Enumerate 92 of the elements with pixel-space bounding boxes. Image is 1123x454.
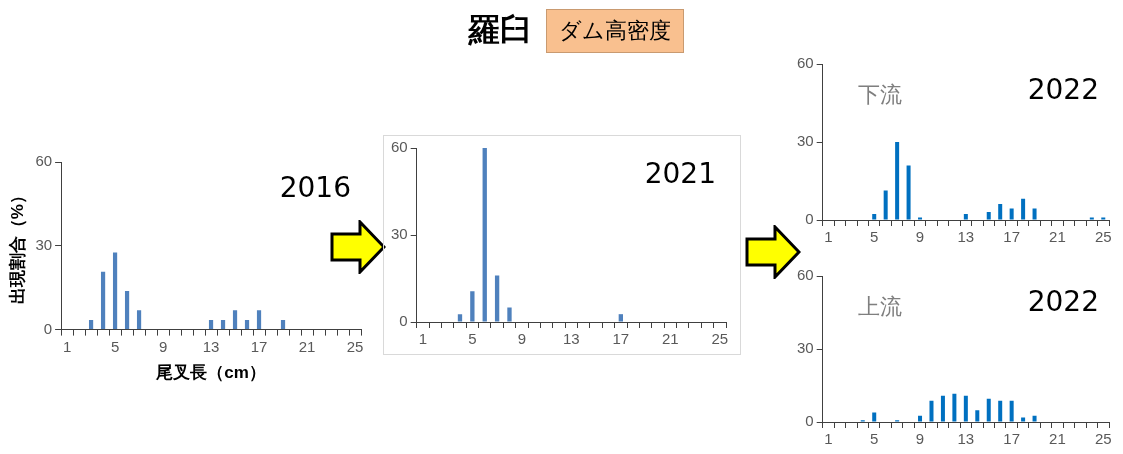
x-tick-label: 9 xyxy=(915,430,925,448)
bar xyxy=(883,190,888,220)
bar xyxy=(963,214,968,220)
y-tick-label: 0 xyxy=(43,319,53,337)
bar xyxy=(1021,417,1026,422)
y-tick-label: 30 xyxy=(797,339,814,357)
x-tick-label: 25 xyxy=(711,330,729,348)
bar xyxy=(124,291,130,330)
x-tick-label: 9 xyxy=(517,330,527,348)
annotation: 2022 xyxy=(1027,73,1099,107)
y-tick-label: 0 xyxy=(805,210,814,228)
text: 羅臼 xyxy=(468,10,532,51)
bar xyxy=(244,320,250,330)
annotation: 2021 xyxy=(644,157,716,191)
x-tick-label: 17 xyxy=(250,337,268,355)
x-tick-label: 1 xyxy=(418,330,428,348)
bar xyxy=(507,307,512,322)
bar xyxy=(208,320,214,330)
bar xyxy=(112,252,118,330)
bar xyxy=(1032,415,1037,422)
x-tick-label: 25 xyxy=(346,337,364,355)
x-tick-label: 9 xyxy=(158,337,168,355)
y-axis-title: 出現割合（%） xyxy=(7,187,27,305)
x-tick-label: 21 xyxy=(1049,228,1066,246)
bar xyxy=(220,320,226,330)
x-tick-label: 9 xyxy=(915,228,925,246)
x-axis-title: 尾叉長（cm） xyxy=(155,363,266,383)
bar xyxy=(457,314,463,322)
annotation: 2016 xyxy=(279,171,351,205)
bar xyxy=(998,203,1003,220)
x-tick-label: 21 xyxy=(661,330,679,348)
bar xyxy=(1021,198,1026,220)
bar xyxy=(975,410,980,422)
y-tick-label: 60 xyxy=(391,138,408,156)
x-tick-label: 17 xyxy=(612,330,630,348)
x-tick-label: 5 xyxy=(468,330,477,348)
bar xyxy=(1009,400,1014,422)
y-tick-label: 0 xyxy=(399,312,408,330)
bar xyxy=(136,310,142,330)
bar xyxy=(918,415,923,422)
x-tick-label: 13 xyxy=(957,228,975,246)
bar xyxy=(906,165,911,220)
bar xyxy=(929,400,934,422)
x-tick-label: 25 xyxy=(1094,228,1112,246)
y-tick-label: 30 xyxy=(35,235,53,253)
bar xyxy=(280,320,286,330)
bar xyxy=(482,148,487,322)
bar xyxy=(895,142,900,220)
x-tick-label: 1 xyxy=(824,430,833,448)
bar xyxy=(940,395,945,422)
bar xyxy=(232,310,238,330)
bar xyxy=(470,291,475,322)
bar xyxy=(986,398,991,422)
bar xyxy=(986,211,991,220)
annotation: 上流 xyxy=(857,293,902,319)
x-tick-label: 21 xyxy=(1049,430,1066,448)
y-tick-label: 0 xyxy=(805,412,814,430)
bar xyxy=(1089,217,1094,220)
x-tick-label: 13 xyxy=(957,430,975,448)
x-tick-label: 1 xyxy=(62,337,72,355)
bar xyxy=(952,393,957,422)
x-tick-label: 5 xyxy=(870,228,879,246)
bar xyxy=(494,275,500,322)
bar xyxy=(1032,208,1037,220)
x-tick-label: 17 xyxy=(1003,228,1020,246)
y-tick-label: 30 xyxy=(391,225,408,243)
bar xyxy=(618,314,623,322)
annotation: 下流 xyxy=(857,81,902,107)
x-tick-label: 5 xyxy=(110,337,120,355)
bar xyxy=(100,271,106,330)
x-tick-label: 13 xyxy=(563,330,580,348)
bar xyxy=(872,412,877,422)
bar xyxy=(963,395,968,422)
bar xyxy=(998,400,1003,422)
x-tick-label: 13 xyxy=(202,337,220,355)
annotation: 2022 xyxy=(1027,285,1099,319)
bar xyxy=(872,214,877,220)
y-tick-label: 30 xyxy=(797,132,814,150)
text: ダム高密度 xyxy=(546,9,684,53)
y-tick-label: 60 xyxy=(797,266,814,284)
bar xyxy=(1009,208,1014,220)
bar xyxy=(88,320,94,330)
y-tick-label: 60 xyxy=(35,152,53,170)
x-tick-label: 1 xyxy=(824,228,833,246)
bar xyxy=(256,310,262,330)
y-tick-label: 60 xyxy=(797,54,814,72)
x-tick-label: 25 xyxy=(1094,430,1112,448)
x-tick-label: 17 xyxy=(1003,430,1020,448)
x-tick-label: 5 xyxy=(870,430,879,448)
bar xyxy=(1101,217,1106,220)
x-tick-label: 21 xyxy=(298,337,316,355)
bar xyxy=(918,217,923,220)
